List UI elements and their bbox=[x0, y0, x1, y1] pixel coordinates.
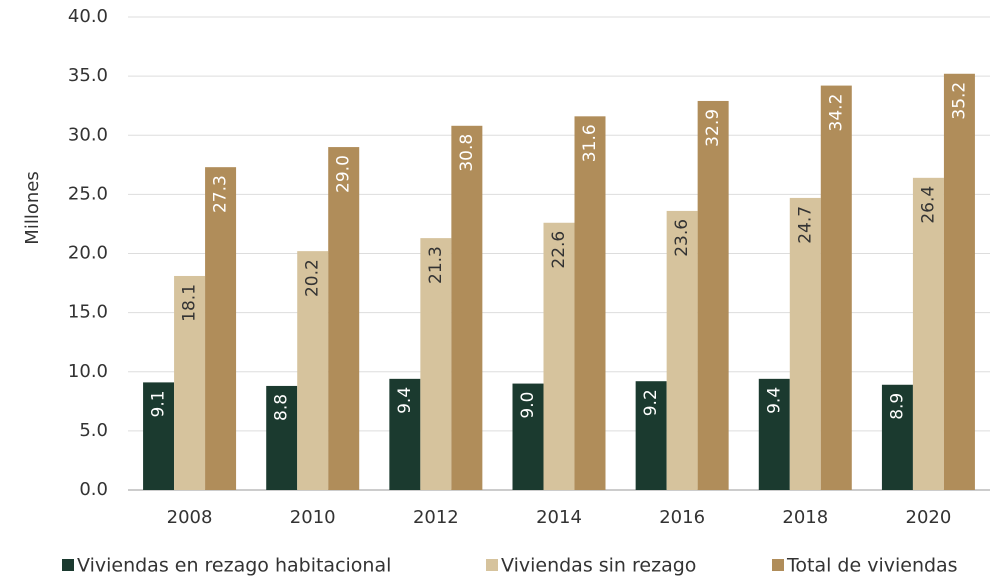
bar bbox=[328, 147, 360, 490]
y-tick-label: 40.0 bbox=[68, 6, 108, 27]
y-tick-label: 30.0 bbox=[68, 124, 108, 145]
value-label: 35.2 bbox=[949, 82, 969, 120]
y-tick-label: 20.0 bbox=[68, 243, 108, 264]
legend-swatch bbox=[62, 559, 74, 571]
value-label: 9.2 bbox=[641, 389, 661, 416]
y-tick-label: 0.0 bbox=[79, 479, 108, 500]
value-label: 18.1 bbox=[180, 284, 200, 322]
legend-label: Total de viviendas bbox=[786, 555, 958, 577]
bar bbox=[635, 381, 667, 490]
bar bbox=[789, 197, 821, 491]
x-tick-label: 2020 bbox=[906, 507, 952, 528]
value-label: 24.7 bbox=[795, 206, 815, 244]
y-axis-label: Millones bbox=[22, 171, 43, 244]
bar bbox=[512, 383, 544, 490]
bar bbox=[697, 100, 729, 491]
legend-label: Viviendas sin rezago bbox=[501, 555, 696, 577]
x-tick-label: 2018 bbox=[782, 507, 828, 528]
bar bbox=[758, 378, 790, 490]
value-label: 34.2 bbox=[826, 94, 846, 132]
value-label: 23.6 bbox=[672, 219, 692, 257]
value-label: 27.3 bbox=[211, 175, 231, 213]
value-label: 9.1 bbox=[149, 390, 169, 417]
bar bbox=[543, 222, 575, 490]
value-label: 31.6 bbox=[580, 124, 600, 162]
bar bbox=[266, 385, 298, 490]
value-label: 8.8 bbox=[272, 394, 292, 421]
bar bbox=[143, 382, 175, 490]
value-label: 22.6 bbox=[549, 231, 569, 269]
y-tick-label: 10.0 bbox=[68, 361, 108, 382]
y-tick-label: 25.0 bbox=[68, 183, 108, 204]
x-tick-label: 2016 bbox=[659, 507, 705, 528]
value-label: 30.8 bbox=[457, 134, 477, 172]
bar bbox=[943, 73, 975, 490]
bar bbox=[297, 251, 329, 490]
x-tick-label: 2010 bbox=[290, 507, 336, 528]
y-tick-label: 15.0 bbox=[68, 302, 108, 323]
legend-label: Viviendas en rezago habitacional bbox=[77, 555, 391, 577]
bar bbox=[574, 116, 606, 490]
x-tick-label: 2012 bbox=[413, 507, 459, 528]
value-label: 21.3 bbox=[426, 246, 446, 284]
legend-swatch bbox=[772, 559, 784, 571]
bar bbox=[912, 177, 944, 490]
bar bbox=[451, 125, 483, 490]
value-label: 9.0 bbox=[518, 392, 538, 419]
x-tick-label: 2014 bbox=[536, 507, 582, 528]
bar bbox=[420, 238, 452, 490]
x-tick-label: 2008 bbox=[167, 507, 213, 528]
value-label: 29.0 bbox=[334, 155, 354, 193]
value-label: 9.4 bbox=[395, 387, 415, 414]
bar bbox=[820, 85, 852, 491]
bar bbox=[205, 167, 237, 491]
y-tick-label: 5.0 bbox=[79, 420, 108, 441]
value-label: 32.9 bbox=[703, 109, 723, 147]
bar bbox=[389, 378, 421, 490]
bar bbox=[174, 275, 206, 490]
bar bbox=[881, 384, 913, 490]
legend-swatch bbox=[486, 559, 498, 571]
value-label: 20.2 bbox=[303, 259, 323, 297]
value-label: 8.9 bbox=[887, 393, 907, 420]
value-label: 9.4 bbox=[764, 387, 784, 414]
bar bbox=[666, 210, 698, 490]
y-tick-label: 35.0 bbox=[68, 65, 108, 86]
value-label: 26.4 bbox=[918, 186, 938, 224]
